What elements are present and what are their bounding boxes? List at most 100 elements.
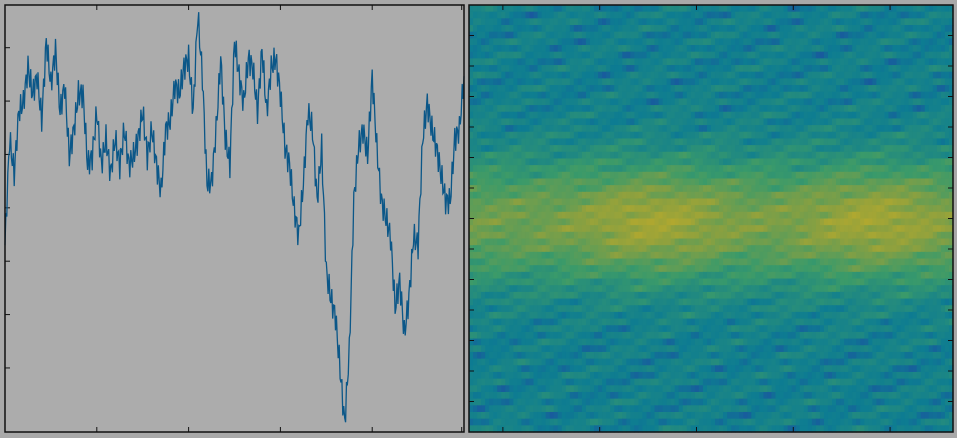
heatmap-cell [815, 111, 821, 120]
heatmap-cell [670, 238, 676, 246]
heatmap-cell [670, 85, 676, 93]
heatmap-cell [763, 258, 769, 266]
heatmap-cell [844, 178, 849, 186]
heatmap-cell [719, 211, 724, 220]
heatmap-cell [658, 118, 664, 126]
heatmap-cell [739, 58, 744, 66]
heatmap-cell [602, 18, 607, 26]
heatmap-cell [932, 111, 938, 120]
heatmap-cell [711, 198, 716, 206]
heatmap-cell [469, 178, 474, 186]
heatmap-cell [711, 245, 716, 253]
heatmap-cell [840, 265, 845, 273]
heatmap-cell [686, 118, 692, 126]
heatmap-cell [872, 265, 877, 273]
heatmap-cell [711, 165, 716, 173]
heatmap-cell [569, 111, 575, 120]
heatmap-cell [706, 185, 712, 193]
heatmap-cell [719, 78, 724, 86]
heatmap-cell [658, 131, 664, 140]
heatmap-cell [658, 51, 664, 59]
heatmap-cell [819, 158, 825, 166]
heatmap-cell [513, 91, 518, 99]
heatmap-cell [735, 231, 740, 240]
heatmap-cell [614, 91, 619, 99]
heatmap-cell [581, 218, 587, 226]
heatmap-cell [779, 5, 785, 13]
heatmap-cell [928, 11, 934, 19]
heatmap-cell [590, 131, 595, 140]
heatmap-cell [469, 171, 474, 180]
heatmap-cell [658, 85, 664, 93]
heatmap-cell [541, 78, 547, 86]
heatmap-cell [795, 231, 801, 240]
heatmap-cell [763, 231, 769, 240]
heatmap-cell [751, 171, 756, 180]
heatmap-cell [884, 198, 890, 206]
heatmap-cell [836, 198, 841, 206]
heatmap-cell [658, 65, 664, 73]
heatmap-cell [823, 138, 829, 146]
heatmap-cell [856, 118, 861, 126]
heatmap-cell [590, 5, 595, 13]
heatmap-cell [694, 171, 700, 180]
heatmap-cell [658, 158, 664, 166]
heatmap-cell [920, 198, 926, 206]
heatmap-cell [924, 98, 930, 106]
heatmap-cell [832, 205, 837, 213]
heatmap-cell [606, 118, 611, 126]
heatmap-cell [497, 38, 502, 46]
heatmap-cell [590, 165, 595, 173]
heatmap-cell [779, 151, 785, 160]
heatmap-cell [573, 258, 579, 266]
heatmap-cell [928, 151, 934, 160]
heatmap-cell [840, 118, 845, 126]
heatmap-cell [904, 71, 910, 79]
heatmap-cell [598, 51, 603, 59]
heatmap-cell [723, 11, 728, 19]
heatmap-cell [670, 171, 676, 180]
heatmap-cell [827, 5, 833, 13]
heatmap-cell [840, 251, 845, 260]
heatmap-cell [836, 118, 841, 126]
heatmap-cell [549, 191, 555, 200]
heatmap-cell [779, 98, 785, 106]
heatmap-cell [553, 231, 559, 240]
heatmap-cell [473, 225, 478, 233]
heatmap-cell [924, 205, 930, 213]
heatmap-cell [610, 171, 615, 180]
heatmap-cell [658, 71, 664, 79]
heatmap-cell [783, 245, 789, 253]
heatmap-cell [670, 185, 676, 193]
heatmap-cell [654, 45, 660, 53]
heatmap-cell [525, 85, 531, 93]
heatmap-cell [533, 105, 539, 113]
heatmap-cell [577, 38, 583, 46]
heatmap-cell [598, 38, 603, 46]
heatmap-cell [646, 178, 652, 186]
heatmap-cell [763, 111, 769, 120]
heatmap-cell [577, 51, 583, 59]
heatmap-cell [618, 138, 623, 146]
heatmap-cell [622, 251, 627, 260]
heatmap-cell [868, 51, 873, 59]
heatmap-cell [856, 91, 861, 99]
heatmap-cell [618, 278, 623, 286]
heatmap-cell [658, 105, 664, 113]
heatmap-cell [827, 238, 833, 246]
heatmap-cell [827, 58, 833, 66]
heatmap-cell [517, 111, 523, 120]
heatmap-cell [755, 5, 760, 13]
heatmap-cell [856, 58, 861, 66]
heatmap-cell [581, 171, 587, 180]
heatmap-cell [694, 65, 700, 73]
heatmap-cell [686, 198, 692, 206]
heatmap-cell [594, 125, 599, 133]
heatmap-cell [549, 11, 555, 19]
heatmap-cell [912, 191, 918, 200]
heatmap-cell [626, 178, 631, 186]
heatmap-cell [896, 158, 902, 166]
heatmap-cell [557, 105, 563, 113]
heatmap-cell [759, 118, 765, 126]
heatmap-cell [549, 231, 555, 240]
